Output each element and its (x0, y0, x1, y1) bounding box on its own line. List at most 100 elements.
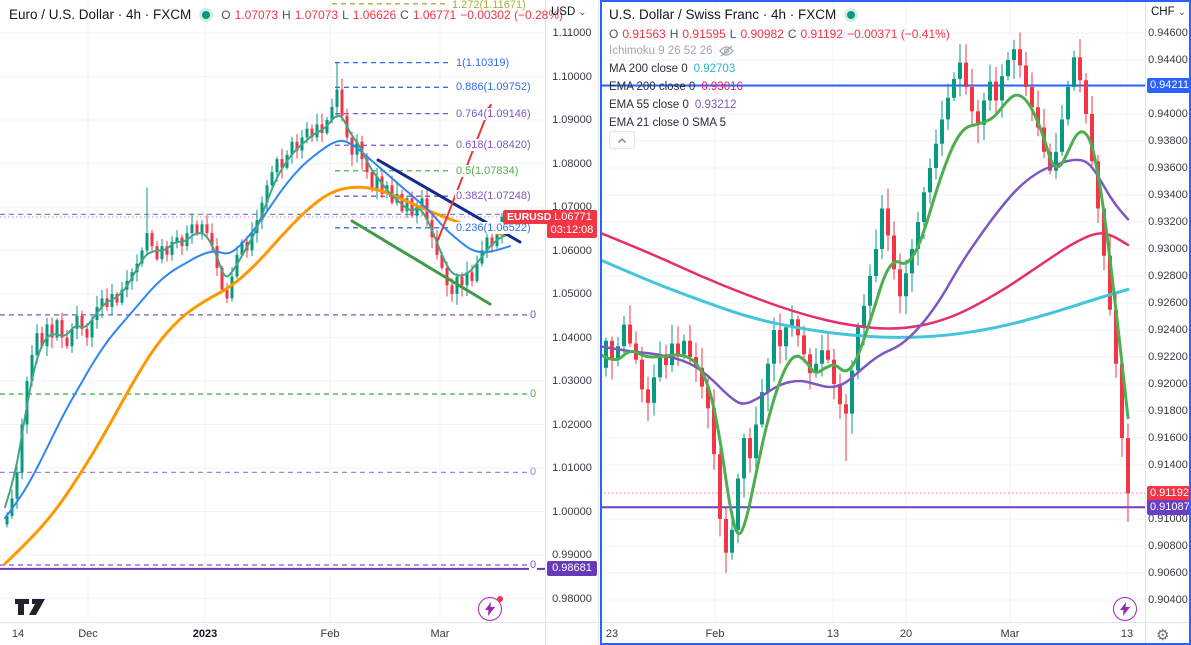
candle-body (290, 141, 294, 155)
symbol-title[interactable]: Euro / U.S. Dollar · 4h · FXCM (9, 7, 192, 22)
ma-line-ema21[interactable] (600, 93, 1130, 536)
candle-body (1012, 49, 1016, 60)
currency-selector[interactable]: USD ⌄ (551, 6, 587, 18)
ma-line-ema55[interactable] (4, 139, 511, 519)
price-tick: 1.05000 (552, 288, 592, 300)
candle-body (340, 89, 344, 116)
candle-body (305, 128, 309, 138)
candle-body (682, 340, 686, 355)
price-badge: 0.94211 (1147, 78, 1190, 93)
candle-body (1090, 114, 1094, 162)
eye-off-icon[interactable] (718, 45, 734, 57)
candle-body (380, 176, 384, 194)
ohlc-readout: O 1.07073 H 1.07073 L 1.06626 C 1.06771 −0.0… (221, 8, 563, 22)
candle-body (886, 208, 890, 236)
usdchf-header: U.S. Dollar / Swiss Franc · 4h · FXCM (609, 7, 861, 22)
chart-pane-eurusd[interactable]: Euro / U.S. Dollar · 4h · FXCM O 1.07073 … (0, 0, 599, 645)
fib-level-label: 0.382(1.07248) (455, 190, 532, 203)
candle-body (250, 233, 254, 251)
indicator-row-ema55[interactable]: EMA 55 close 0 0.93212 (609, 99, 736, 111)
trendline[interactable] (350, 219, 492, 306)
currency-selector[interactable]: CHF ⌄ (1151, 6, 1186, 18)
time-tick[interactable]: Feb (320, 628, 340, 640)
price-tick: 0.92400 (1148, 324, 1188, 336)
lightning-mode-button[interactable] (478, 596, 503, 621)
fib-level-label: 0.886(1.09752) (455, 81, 532, 94)
time-tick[interactable]: Feb (705, 628, 725, 640)
price-tick: 0.91800 (1148, 405, 1188, 417)
candle-body (952, 78, 956, 98)
candle-body (330, 106, 334, 120)
price-tick: 0.93400 (1148, 189, 1188, 201)
time-tick[interactable]: Mar (1000, 628, 1020, 640)
candle-body (820, 350, 824, 364)
notification-dot (497, 596, 503, 602)
ma-line-ma200[interactable] (600, 258, 1130, 339)
time-tick[interactable]: 23 (605, 628, 619, 640)
indicator-row-ema200[interactable]: EMA 200 close 0 0.93016 (609, 81, 743, 93)
candle-body (736, 478, 740, 530)
candle-body (946, 97, 950, 120)
indicator-row-ema21[interactable]: EMA 21 close 0 SMA 5 (609, 117, 726, 129)
candle-body (270, 172, 274, 186)
gear-icon[interactable]: ⚙ (1156, 627, 1170, 644)
open-value: 1.07073 (234, 7, 279, 22)
candle-body (790, 319, 794, 328)
time-tick[interactable]: 2023 (192, 628, 218, 640)
lightning-mode-button[interactable] (1113, 597, 1137, 621)
fib-level-label: 0.236(1.06522) (455, 221, 532, 234)
currency-label: CHF (1151, 6, 1175, 18)
time-tick[interactable]: 13 (826, 628, 840, 640)
candle-body (754, 424, 758, 459)
candle-body (60, 320, 64, 338)
tradingview-logo[interactable] (14, 597, 50, 622)
symbol-title[interactable]: U.S. Dollar / Swiss Franc · 4h · FXCM (609, 7, 837, 22)
candle-body (160, 246, 164, 260)
price-tick: 0.91000 (1148, 513, 1188, 525)
candle-body (862, 305, 866, 328)
candle-body (808, 354, 812, 374)
candle-body (784, 327, 788, 347)
usdchf-plot[interactable] (600, 0, 1191, 645)
candle-body (1120, 363, 1124, 438)
time-tick[interactable]: 20 (899, 628, 913, 640)
ma-line-ema21[interactable] (4, 114, 511, 509)
candle-body (1030, 87, 1034, 108)
ma-line-ma200[interactable] (3, 185, 507, 566)
indicator-row-ichimoku[interactable]: Ichimoku 9 26 52 26 (609, 45, 734, 57)
close-value: 0.91192 (800, 27, 844, 41)
candle-body (485, 237, 489, 251)
ma-line-ema55[interactable] (600, 158, 1130, 405)
candle-body (170, 241, 174, 255)
candle-body (80, 315, 84, 329)
price-tick: 0.91600 (1148, 432, 1188, 444)
candle-body (976, 111, 980, 125)
fib-level-label: 1(1.10319) (455, 56, 511, 69)
market-open-dot-icon[interactable] (202, 10, 211, 19)
candle-body (730, 529, 734, 553)
candle-body (1024, 65, 1028, 87)
candle-body (898, 269, 902, 297)
candle-body (220, 267, 224, 290)
candle-body (922, 192, 926, 222)
time-tick[interactable]: Dec (78, 628, 98, 640)
time-tick[interactable]: 13 (1120, 628, 1134, 640)
candle-body (874, 249, 878, 276)
candle-body (910, 249, 914, 274)
legend-collapse-button[interactable] (609, 131, 635, 149)
time-tick[interactable]: 14 (11, 628, 25, 640)
market-open-dot-icon[interactable] (847, 10, 856, 19)
indicator-row-ma200[interactable]: MA 200 close 0 0.92703 (609, 63, 735, 75)
ma-line-ema200[interactable] (600, 231, 1130, 330)
price-tick: 1.08000 (552, 157, 592, 170)
eurusd-plot[interactable] (0, 0, 598, 645)
time-tick[interactable]: Mar (430, 628, 450, 640)
indicator-label: EMA 55 close 0 (609, 99, 689, 111)
candle-body (904, 273, 908, 297)
candle-body (1054, 151, 1058, 171)
candle-body (760, 392, 764, 425)
candle-body (964, 62, 968, 87)
chevron-down-icon: ⌄ (578, 6, 587, 18)
candle-body (205, 224, 209, 234)
